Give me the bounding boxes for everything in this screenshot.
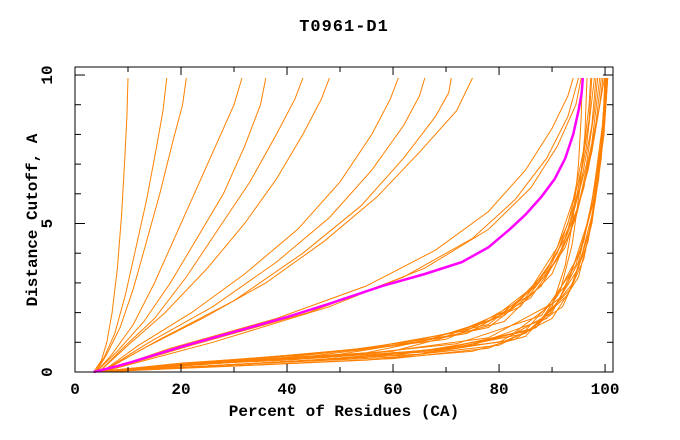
model-curve (98, 77, 304, 373)
model-curve (101, 77, 579, 373)
x-tick-label: 80 (489, 381, 508, 399)
model-curve (96, 77, 606, 373)
model-curve (101, 77, 399, 373)
model-curve (98, 77, 330, 373)
model-curve (96, 77, 601, 373)
model-curve (95, 77, 243, 373)
model-curve (95, 77, 267, 373)
model-curve (101, 77, 426, 373)
model-curve (98, 77, 607, 373)
highlighted-curve (93, 77, 585, 374)
x-tick-label: 0 (70, 381, 80, 399)
model-curve (96, 77, 607, 373)
y-tick-label: 10 (39, 65, 57, 84)
model-curve (96, 77, 608, 373)
model-curve (93, 77, 608, 373)
model-curve (93, 77, 609, 373)
model-curve (98, 77, 609, 373)
x-tick-label: 60 (383, 381, 402, 399)
y-tick-label: 5 (39, 219, 57, 229)
model-curve (96, 77, 605, 373)
x-axis-label: Percent of Residues (CA) (228, 403, 460, 421)
model-curve (101, 77, 473, 373)
chart-title: T0961-D1 (299, 18, 389, 37)
model-curve (96, 77, 599, 373)
model-curve (93, 77, 129, 373)
model-curve (93, 77, 608, 373)
model-curve (101, 77, 574, 373)
model-curve (96, 77, 604, 373)
model-curve (101, 77, 582, 373)
x-tick-label: 40 (277, 381, 296, 399)
model-curve (96, 77, 588, 373)
model-curve (95, 77, 187, 373)
model-curve (94, 77, 168, 373)
plot-border (74, 66, 614, 373)
x-tick-label: 20 (171, 381, 190, 399)
model-curve (101, 77, 452, 373)
y-tick-label: 0 (39, 367, 57, 377)
x-tick-label: 100 (591, 381, 620, 399)
model-curve (96, 77, 602, 373)
model-curve (96, 77, 606, 373)
model-curve (96, 77, 583, 373)
